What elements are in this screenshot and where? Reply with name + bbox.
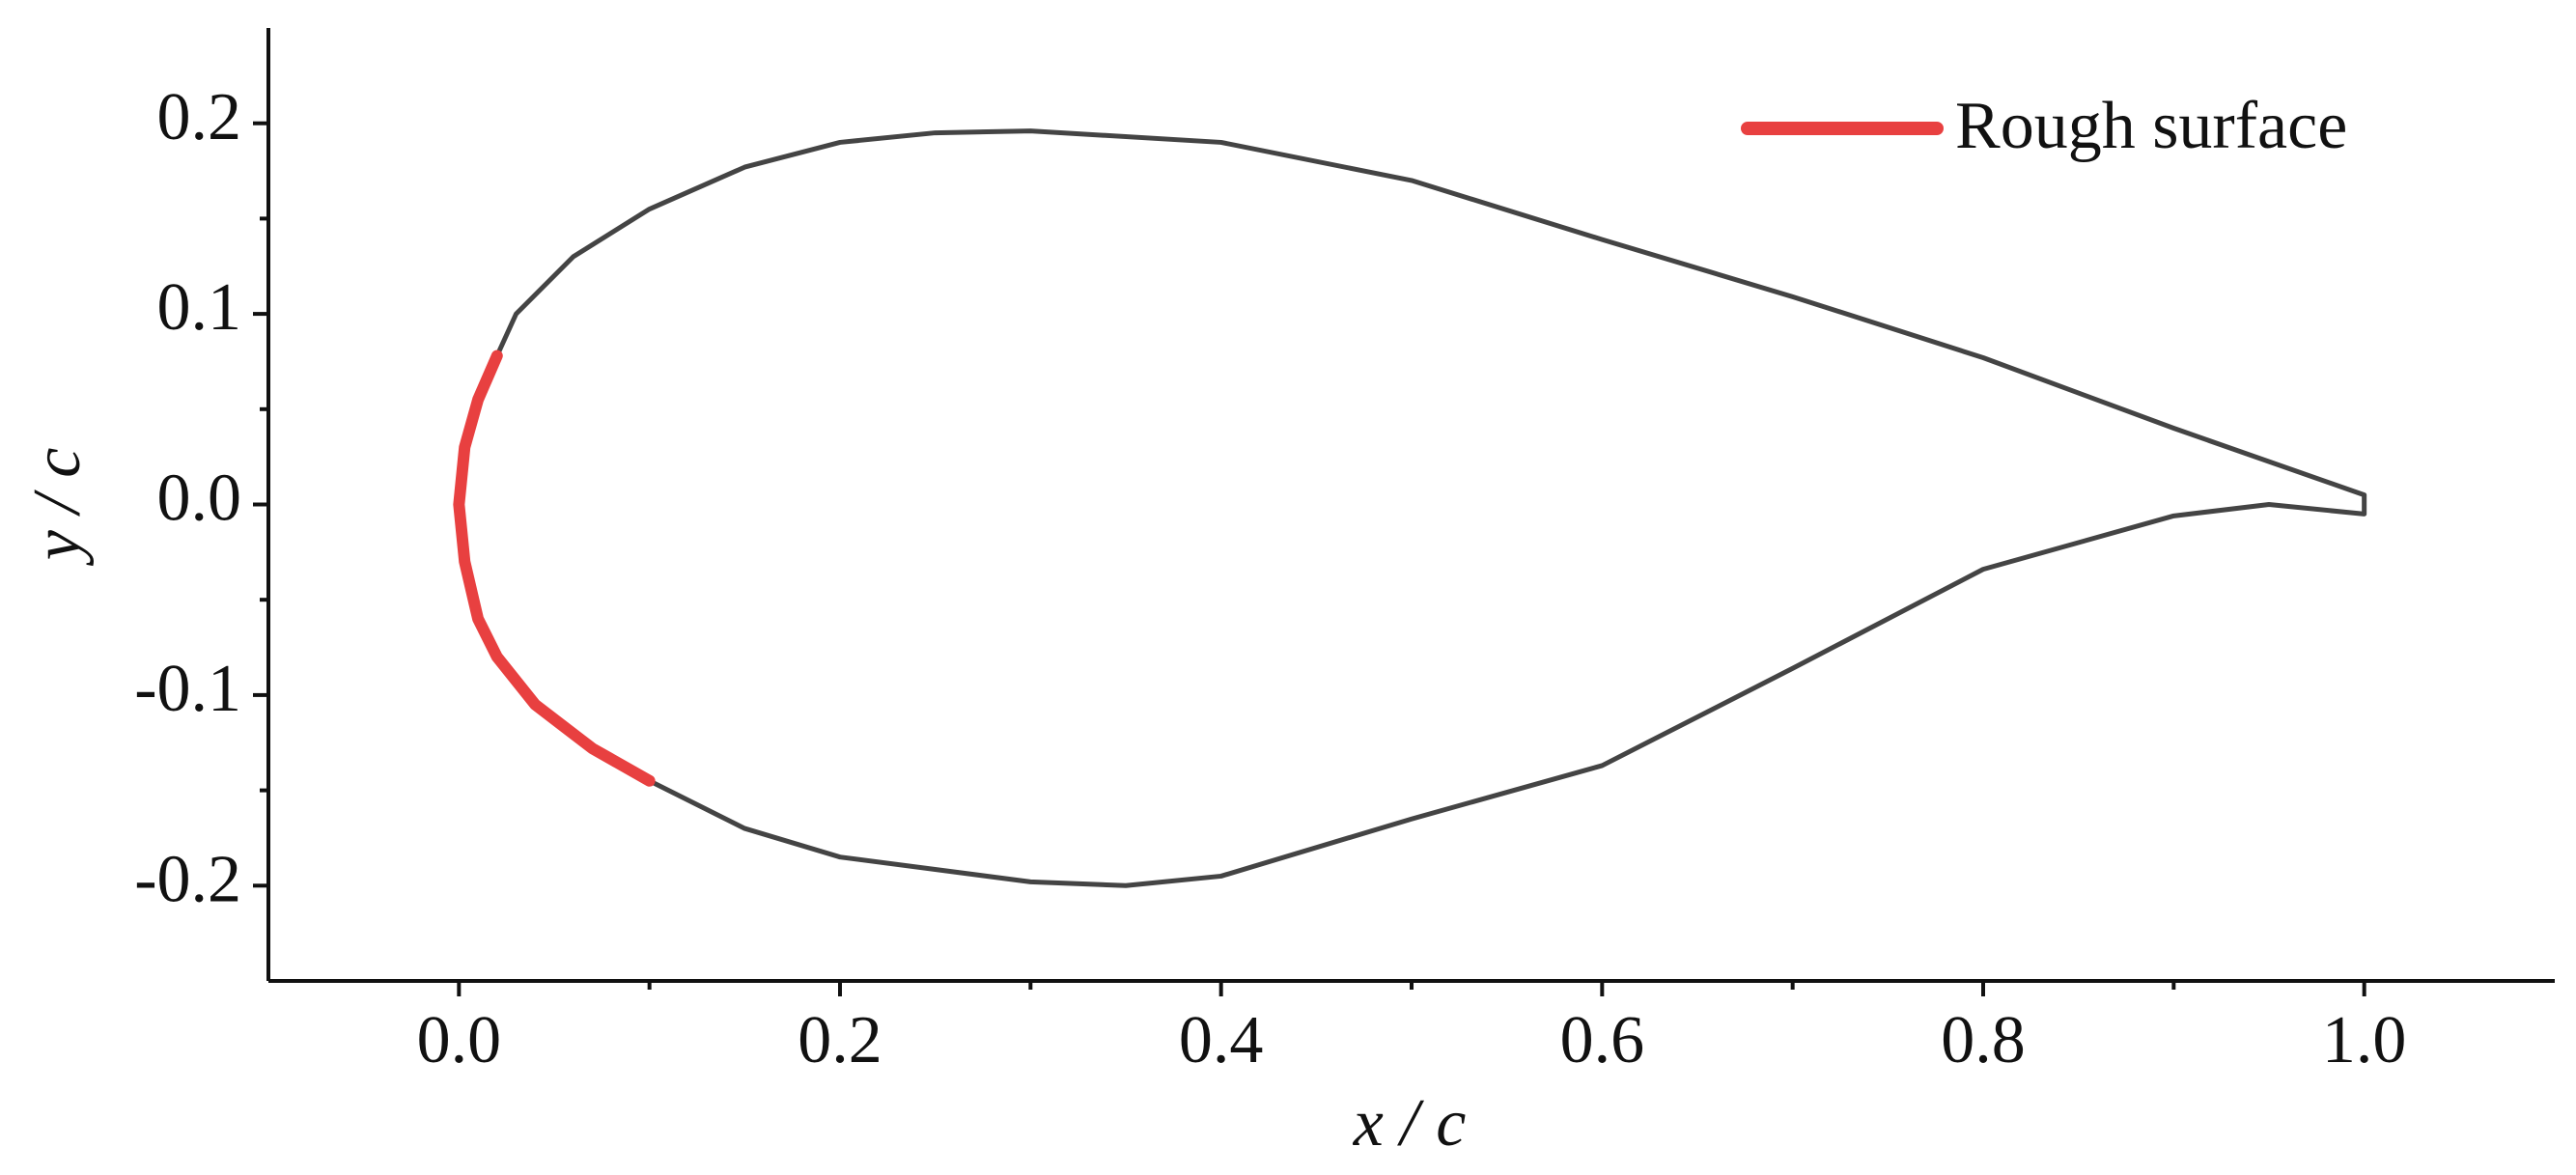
rough-surface-line	[453, 350, 656, 787]
y-tick-label: 0.1	[157, 270, 242, 345]
x-tick-label: 0.4	[1179, 1003, 1264, 1077]
y-tick-label: 0.0	[157, 462, 242, 536]
legend-label: Rough surface	[1955, 89, 2347, 163]
x-tick-label: 0.6	[1560, 1003, 1645, 1077]
y-tick-label: -0.1	[134, 652, 241, 726]
x-axis-title: x / c	[1353, 1086, 1467, 1161]
y-axis-title: y / c	[20, 448, 95, 567]
x-tick-label: 1.0	[2322, 1003, 2407, 1077]
x-tick-label: 0.2	[798, 1003, 882, 1077]
airfoil-line	[456, 128, 2367, 888]
y-tick-label: -0.2	[134, 842, 241, 916]
y-tick-label: 0.2	[157, 80, 242, 154]
x-tick-label: 0.8	[1941, 1003, 2026, 1077]
x-tick-label: 0.0	[417, 1003, 502, 1077]
